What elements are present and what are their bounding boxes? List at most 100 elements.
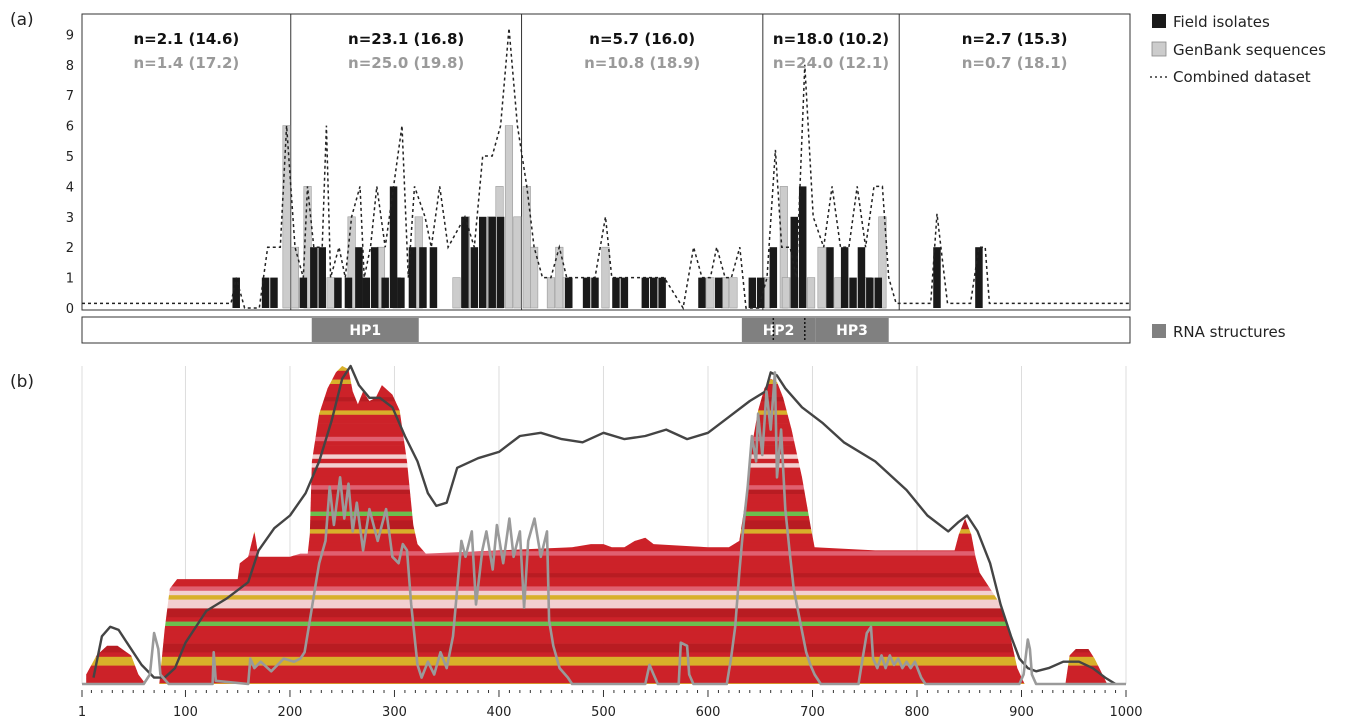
field-bar (582, 277, 591, 308)
conservation-band (86, 577, 1108, 583)
conservation-band (86, 401, 1108, 407)
field-bar (641, 277, 650, 308)
conservation-band (86, 392, 1108, 398)
conservation-band (86, 502, 1108, 508)
field-bar (397, 277, 405, 308)
genbank-bar (706, 277, 715, 309)
x-tick-label: 200 (278, 705, 303, 720)
conservation-band (86, 617, 1108, 622)
conservation-band (86, 621, 1108, 627)
rna-segment-hp1 (311, 318, 419, 342)
y-tick-label: 0 (66, 302, 74, 317)
combined-line-group (82, 28, 1130, 310)
y-tick-label: 5 (66, 150, 74, 165)
panel-b: 1 100 200 300 400 500 600 700 800 900 1000 (78, 364, 1143, 720)
region-labels: n=2.1 (14.6) n=1.4 (17.2) n=23.1 (16.8) n=2… (133, 30, 1067, 72)
region-field-label: n=2.1 (14.6) (133, 30, 239, 48)
genbank-bar (601, 246, 610, 309)
field-bar (826, 247, 834, 308)
field-bar (496, 216, 505, 308)
region-field-label: n=18.0 (10.2) (773, 30, 889, 48)
conservation-band (86, 674, 1108, 680)
conservation-band (86, 546, 1108, 552)
structure-profile-line (82, 371, 1126, 686)
bars (232, 125, 983, 309)
genbank-bar (326, 277, 335, 309)
conservation-band (86, 538, 1108, 543)
field-bar (591, 277, 599, 308)
conservation-band (86, 397, 1108, 402)
region-field-label: n=2.7 (15.3) (962, 30, 1068, 48)
genbank-bar (555, 246, 564, 309)
field-bar (748, 277, 757, 308)
field-bar (840, 247, 849, 308)
conservation-band (86, 410, 1108, 416)
y-tick-label: 4 (66, 180, 74, 195)
conservation-band (86, 661, 1108, 666)
field-bar (769, 247, 778, 308)
field-bar (849, 277, 857, 308)
rna-strip-frame (81, 316, 1131, 344)
conservation-band (86, 520, 1108, 526)
genbank-bar (452, 277, 461, 309)
field-bar (299, 277, 308, 308)
conservation-band (86, 423, 1108, 429)
conservation-band (86, 568, 1108, 574)
legend: Field isolates GenBank sequences Combine… (1150, 13, 1326, 341)
panel-label-a: (a) (10, 10, 34, 30)
conservation-bands (86, 366, 1108, 684)
y-tick-label: 7 (66, 89, 74, 104)
genbank-bar (504, 125, 514, 309)
conservation-band (86, 388, 1108, 394)
field-bar (318, 247, 326, 308)
genbank-bar (729, 277, 738, 309)
region-dividers (290, 14, 900, 310)
field-bar (866, 277, 874, 308)
legend-field-label: Field isolates (1173, 13, 1270, 31)
field-bar (658, 277, 666, 308)
conservation-band (86, 454, 1108, 460)
conservation-profile-line (92, 364, 1117, 686)
y-tick-label: 6 (66, 120, 74, 135)
legend-rna-label: RNA structures (1173, 323, 1286, 341)
field-bar (461, 216, 469, 308)
rna-structure-strip: HP1 HP2 HP3 (81, 316, 1131, 344)
genbank-bar (878, 216, 887, 309)
conservation-band (86, 639, 1108, 644)
conservation-band (86, 489, 1108, 495)
panel-a: 0 1 2 3 4 5 6 7 8 9 n=2.1 (14.6) n=1.4 (17.2) n=23.… (66, 13, 1131, 317)
y-tick-label: 3 (66, 211, 74, 226)
conservation-band (86, 586, 1108, 592)
field-bar (565, 277, 573, 308)
region-genbank-label: n=25.0 (19.8) (348, 54, 464, 72)
conservation-band (86, 384, 1108, 389)
conservation-band (86, 375, 1108, 380)
conservation-band (86, 612, 1108, 618)
field-bar (857, 247, 866, 308)
legend-rna-swatch (1152, 324, 1166, 338)
genbank-bar (546, 277, 555, 309)
field-bar (381, 277, 389, 308)
y-tick-label: 9 (66, 28, 74, 43)
x-tick-label: 700 (800, 705, 825, 720)
conservation-band (86, 656, 1108, 662)
conservation-band (86, 652, 1108, 658)
conservation-band (86, 480, 1108, 486)
conservation-band (86, 366, 1108, 367)
legend-genbank-swatch (1151, 41, 1167, 57)
x-tick-label: 1 (78, 705, 86, 720)
conservation-band (86, 498, 1108, 504)
genbank-bar (817, 246, 826, 309)
conservation-band (86, 370, 1108, 376)
field-bar (649, 277, 658, 308)
field-bar (874, 277, 882, 308)
profile-lines (82, 364, 1126, 686)
conservation-band (86, 564, 1108, 570)
field-bar (478, 216, 487, 308)
field-bar (232, 277, 240, 308)
field-bar (310, 247, 318, 308)
conservation-band (86, 643, 1108, 649)
field-bar (419, 247, 427, 308)
x-tick-label: 900 (1009, 705, 1034, 720)
